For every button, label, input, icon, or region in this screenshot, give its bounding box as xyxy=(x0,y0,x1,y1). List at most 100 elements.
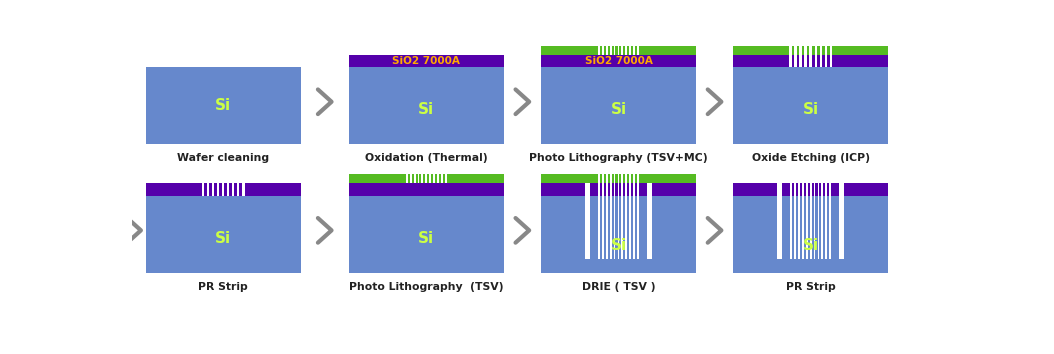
Bar xyxy=(633,174,635,183)
Bar xyxy=(799,46,802,67)
Text: DRIE ( TSV ): DRIE ( TSV ) xyxy=(582,282,656,292)
Bar xyxy=(417,174,419,183)
Text: Photo Lithography (TSV+MC): Photo Lithography (TSV+MC) xyxy=(529,153,708,163)
Bar xyxy=(625,183,627,259)
Bar xyxy=(349,196,504,273)
Bar xyxy=(798,183,800,259)
Bar xyxy=(637,183,639,259)
Bar xyxy=(541,67,696,144)
Bar xyxy=(795,183,796,196)
Bar xyxy=(145,183,300,196)
Text: Photo Lithography  (TSV): Photo Lithography (TSV) xyxy=(349,282,504,292)
Text: Oxidation (Thermal): Oxidation (Thermal) xyxy=(365,153,488,163)
Bar xyxy=(602,174,604,183)
Bar xyxy=(795,183,796,259)
Bar xyxy=(818,183,819,196)
Bar xyxy=(790,183,793,196)
Bar xyxy=(426,174,427,183)
Bar xyxy=(437,174,438,183)
Bar xyxy=(610,46,611,55)
Bar xyxy=(802,183,804,196)
Bar xyxy=(625,46,627,55)
Bar xyxy=(610,174,611,183)
Bar xyxy=(629,46,631,55)
Bar xyxy=(829,46,832,67)
Bar xyxy=(606,174,608,183)
Bar xyxy=(825,183,827,259)
Text: Si: Si xyxy=(802,102,819,117)
Text: SiO2 7000A: SiO2 7000A xyxy=(585,56,652,66)
Bar xyxy=(232,183,234,196)
Text: PR Strip: PR Strip xyxy=(198,282,248,292)
Bar xyxy=(618,183,620,259)
Bar xyxy=(541,174,696,183)
Bar xyxy=(541,196,696,273)
Bar xyxy=(613,183,616,259)
Bar xyxy=(637,46,639,55)
Bar xyxy=(599,183,600,259)
Bar xyxy=(429,174,431,183)
Bar xyxy=(802,183,804,259)
Bar xyxy=(349,67,504,144)
Bar xyxy=(541,183,696,196)
Bar xyxy=(734,67,889,144)
Bar xyxy=(422,174,424,183)
Bar xyxy=(541,55,696,67)
Bar xyxy=(795,46,797,67)
Bar xyxy=(349,183,504,196)
Bar xyxy=(806,183,807,196)
Bar xyxy=(821,183,823,259)
Bar xyxy=(622,46,623,55)
Bar xyxy=(829,183,831,196)
Bar xyxy=(145,67,300,144)
Bar xyxy=(815,46,817,67)
Bar xyxy=(825,183,827,196)
Bar xyxy=(809,46,812,67)
Bar xyxy=(541,46,696,55)
Bar xyxy=(734,183,889,196)
Bar xyxy=(242,183,245,196)
Bar xyxy=(622,174,623,183)
Bar xyxy=(237,183,239,196)
Bar xyxy=(820,46,822,67)
Bar xyxy=(629,183,631,259)
Bar xyxy=(606,183,608,259)
Bar xyxy=(625,174,627,183)
Bar xyxy=(734,55,889,67)
Bar xyxy=(798,183,800,196)
Bar xyxy=(824,46,827,67)
Bar xyxy=(410,174,412,183)
Bar xyxy=(618,46,620,55)
Bar xyxy=(602,46,604,55)
Bar xyxy=(818,183,819,259)
Bar xyxy=(618,174,620,183)
Bar xyxy=(207,183,210,196)
Bar xyxy=(349,55,504,67)
Bar xyxy=(599,174,600,183)
Bar xyxy=(145,196,300,273)
Bar xyxy=(217,183,219,196)
Bar xyxy=(789,46,792,67)
Bar xyxy=(806,183,807,259)
Bar xyxy=(647,183,651,259)
Bar xyxy=(222,183,225,196)
Bar xyxy=(790,183,793,259)
Text: PR Strip: PR Strip xyxy=(786,282,836,292)
Bar xyxy=(629,174,631,183)
Text: Si: Si xyxy=(802,238,819,253)
Text: Wafer cleaning: Wafer cleaning xyxy=(177,153,269,163)
Text: Si: Si xyxy=(418,230,434,246)
Bar xyxy=(814,183,816,259)
Bar xyxy=(613,174,616,183)
Bar xyxy=(821,183,823,196)
Bar xyxy=(227,183,230,196)
Bar xyxy=(804,46,806,67)
Bar xyxy=(610,183,611,259)
Text: Si: Si xyxy=(418,102,434,117)
Bar xyxy=(585,183,590,259)
Text: Si: Si xyxy=(610,238,626,253)
Bar xyxy=(622,183,623,259)
Text: Si: Si xyxy=(215,230,231,246)
Bar xyxy=(613,46,616,55)
Text: Si: Si xyxy=(215,98,231,113)
